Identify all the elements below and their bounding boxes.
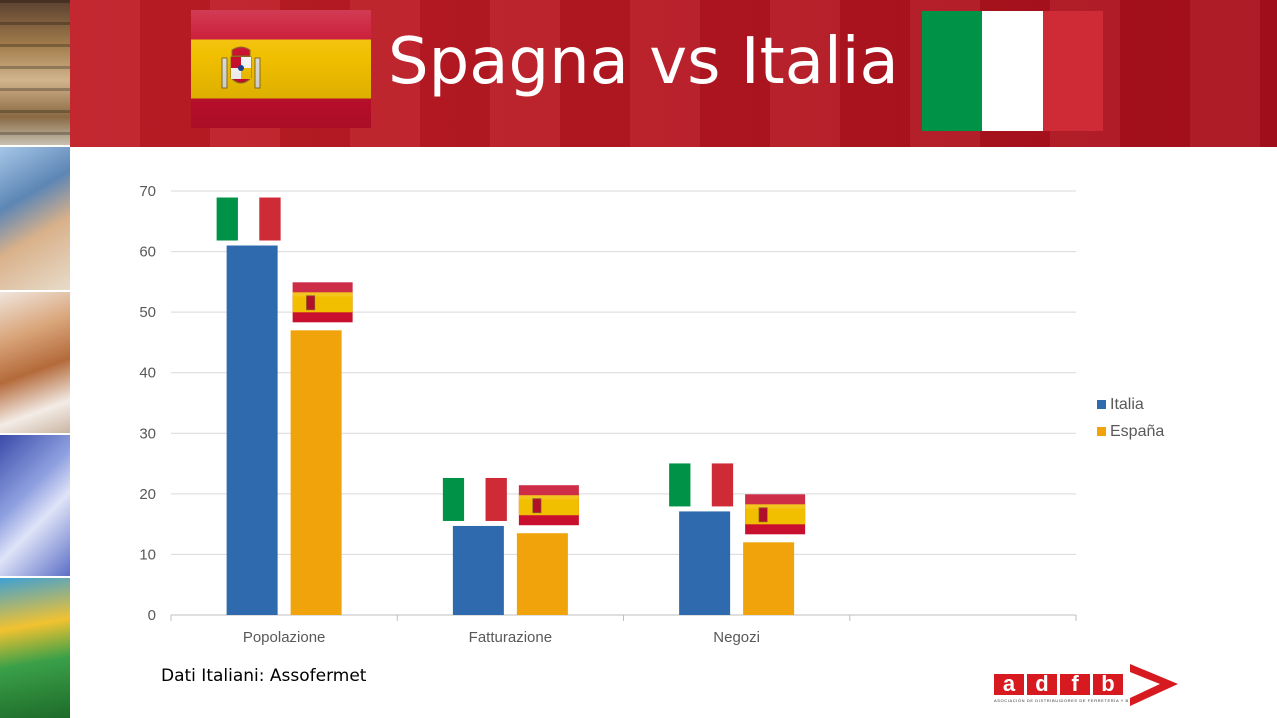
lab-tubes-photo	[0, 577, 70, 718]
logo-tagline: ASOCIACIÓN DE DISTRIBUIDORES DE FERRETER…	[994, 698, 1129, 703]
spain-flag-icon	[518, 485, 579, 526]
y-tick-label: 30	[139, 425, 156, 442]
italy-flag-icon	[442, 477, 507, 521]
logo-letter-a: a	[994, 673, 1024, 695]
calculator-photo	[0, 291, 70, 434]
spain-flag-icon	[191, 10, 371, 128]
side-photo-strip	[0, 0, 70, 718]
bar-espana	[290, 330, 342, 615]
legend-label-italia: Italia	[1110, 395, 1144, 413]
spain-flag-icon	[745, 494, 806, 535]
logo-letter-d: d	[1027, 673, 1057, 695]
page-title: Spagna vs Italia	[388, 25, 899, 99]
source-note: Dati Italiani: Assofermet	[161, 666, 367, 686]
legend-swatch-italia	[1097, 400, 1106, 409]
warehouse-photo	[0, 0, 70, 146]
handshake-photo	[0, 146, 70, 291]
italy-flag-icon	[216, 197, 281, 241]
bar-italia	[226, 245, 278, 615]
legend-swatch-espana	[1097, 427, 1106, 436]
industrial-photo	[0, 434, 70, 577]
y-tick-label: 20	[139, 486, 156, 503]
y-tick-label: 50	[139, 304, 156, 321]
x-category-label: Fatturazione	[469, 629, 552, 646]
italy-flag-icon	[669, 463, 734, 507]
x-category-label: Popolazione	[243, 629, 326, 646]
y-tick-label: 40	[139, 365, 156, 382]
y-tick-label: 0	[148, 607, 156, 624]
legend-label-espana: España	[1110, 422, 1165, 440]
y-tick-label: 60	[139, 244, 156, 261]
chart-legend: Italia España	[1097, 391, 1164, 445]
logo-letter-f: f	[1060, 673, 1090, 695]
italy-flag-icon	[922, 11, 1103, 131]
adfb-logo: a d f b ASOCIACIÓN DE DISTRIBUIDORES DE …	[994, 662, 1184, 708]
legend-item-espana: España	[1097, 418, 1164, 445]
legend-item-italia: Italia	[1097, 391, 1164, 418]
logo-arrow-icon	[1130, 664, 1178, 706]
bar-italia	[679, 511, 731, 615]
logo-letter-b: b	[1093, 673, 1123, 695]
y-tick-label: 70	[139, 183, 156, 200]
bar-espana	[743, 542, 795, 615]
x-category-label: Negozi	[713, 629, 760, 646]
spain-flag-icon	[292, 282, 353, 323]
bar-italia	[452, 525, 504, 615]
y-tick-label: 10	[139, 546, 156, 563]
bar-espana	[516, 533, 568, 615]
